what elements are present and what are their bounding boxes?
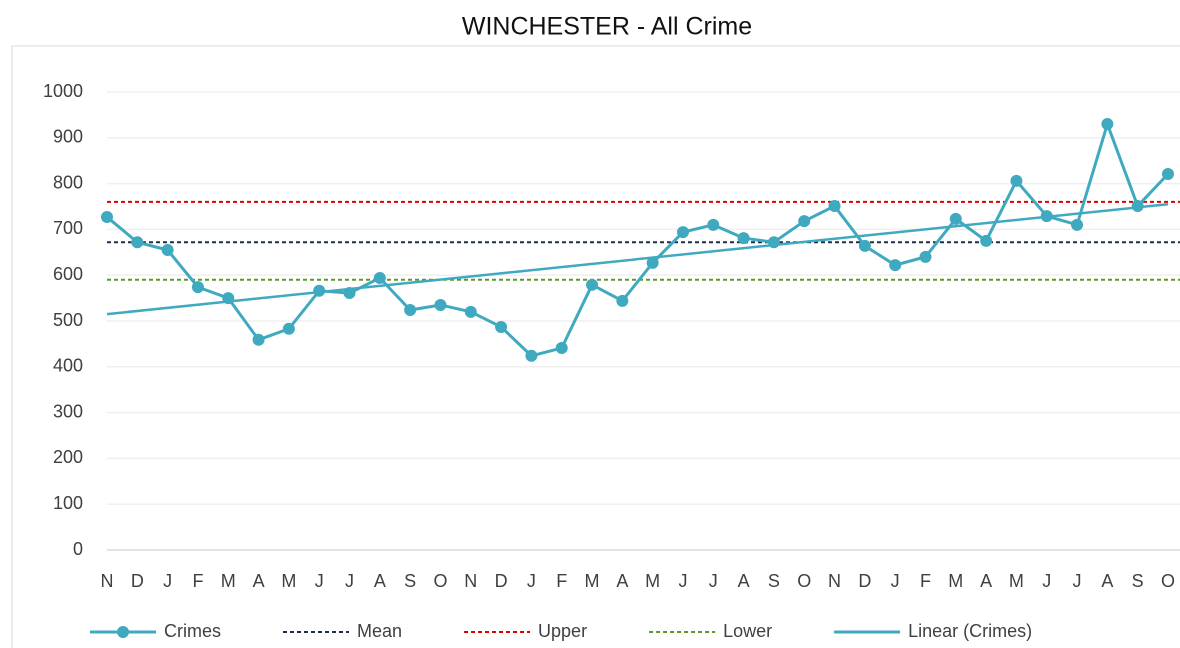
point xyxy=(525,349,538,362)
point xyxy=(282,322,295,335)
x-tick-label: N xyxy=(828,571,841,591)
x-tick-label: J xyxy=(1042,571,1051,591)
y-tick-label: 1000 xyxy=(43,81,83,101)
point xyxy=(191,281,204,294)
point xyxy=(1071,218,1084,231)
x-tick-label: J xyxy=(315,571,324,591)
point xyxy=(131,236,144,249)
point xyxy=(343,287,356,300)
x-tick-label: J xyxy=(891,571,900,591)
x-tick-label: M xyxy=(645,571,660,591)
x-tick-label: A xyxy=(980,571,992,591)
y-tick-label: 100 xyxy=(53,493,83,513)
point xyxy=(464,305,477,318)
point xyxy=(1101,118,1114,131)
x-tick-label: J xyxy=(709,571,718,591)
x-tick-label: O xyxy=(797,571,811,591)
x-tick-label: S xyxy=(1132,571,1144,591)
point xyxy=(798,215,811,228)
point xyxy=(616,294,629,307)
legend-label: Crimes xyxy=(164,621,221,641)
point xyxy=(889,259,902,272)
point xyxy=(1131,200,1144,213)
legend-marker xyxy=(117,626,129,638)
point xyxy=(161,244,174,257)
legend-label: Upper xyxy=(538,621,587,641)
trend-line xyxy=(106,202,1169,316)
legend-label: Lower xyxy=(723,621,772,641)
x-tick-label: J xyxy=(345,571,354,591)
point xyxy=(858,239,871,252)
y-tick-label: 700 xyxy=(53,218,83,238)
point xyxy=(949,212,962,225)
x-tick-label: D xyxy=(131,571,144,591)
x-tick-label: F xyxy=(192,571,203,591)
x-tick-label: M xyxy=(1009,571,1024,591)
x-tick-label: S xyxy=(404,571,416,591)
y-tick-label: 900 xyxy=(53,127,83,147)
x-tick-label: J xyxy=(678,571,687,591)
x-tick-label: M xyxy=(221,571,236,591)
point xyxy=(1010,174,1023,187)
chart-frame xyxy=(11,45,1180,648)
point xyxy=(313,284,326,297)
point xyxy=(646,256,659,269)
x-tick-label: F xyxy=(556,571,567,591)
point xyxy=(495,320,508,333)
point xyxy=(980,234,993,247)
point xyxy=(555,342,568,355)
point xyxy=(586,278,599,291)
point xyxy=(222,292,235,305)
x-tick-label: A xyxy=(374,571,386,591)
y-tick-label: 600 xyxy=(53,264,83,284)
point xyxy=(828,200,841,213)
x-tick-label: J xyxy=(1073,571,1082,591)
x-tick-label: N xyxy=(464,571,477,591)
y-tick-label: 400 xyxy=(53,356,83,376)
x-tick-label: A xyxy=(1101,571,1113,591)
x-tick-label: O xyxy=(1161,571,1175,591)
point xyxy=(737,232,750,245)
x-tick-label: A xyxy=(253,571,265,591)
point xyxy=(767,236,780,249)
point xyxy=(434,298,447,311)
x-tick-label: O xyxy=(433,571,447,591)
x-tick-label: M xyxy=(281,571,296,591)
point xyxy=(101,211,113,224)
point xyxy=(1162,167,1174,180)
x-tick-label: J xyxy=(527,571,536,591)
chart-title: WINCHESTER - All Crime xyxy=(462,13,752,41)
point xyxy=(404,304,417,317)
x-tick-label: J xyxy=(163,571,172,591)
x-tick-label: N xyxy=(101,571,114,591)
x-tick-label: S xyxy=(768,571,780,591)
y-tick-label: 800 xyxy=(53,172,83,192)
point xyxy=(919,250,932,263)
point xyxy=(373,271,386,284)
x-tick-label: F xyxy=(920,571,931,591)
legend-label: Mean xyxy=(357,621,402,641)
y-tick-label: 200 xyxy=(53,447,83,467)
point xyxy=(707,218,720,231)
x-tick-label: D xyxy=(858,571,871,591)
y-tick-label: 300 xyxy=(53,401,83,421)
x-tick-label: A xyxy=(616,571,628,591)
x-tick-label: A xyxy=(738,571,750,591)
x-tick-label: M xyxy=(585,571,600,591)
y-tick-label: 0 xyxy=(73,539,83,559)
x-tick-label: M xyxy=(948,571,963,591)
x-tick-label: D xyxy=(495,571,508,591)
y-tick-label: 500 xyxy=(53,310,83,330)
point xyxy=(1040,210,1053,223)
legend-label: Linear (Crimes) xyxy=(908,621,1032,641)
point xyxy=(252,333,265,346)
point xyxy=(676,226,689,239)
